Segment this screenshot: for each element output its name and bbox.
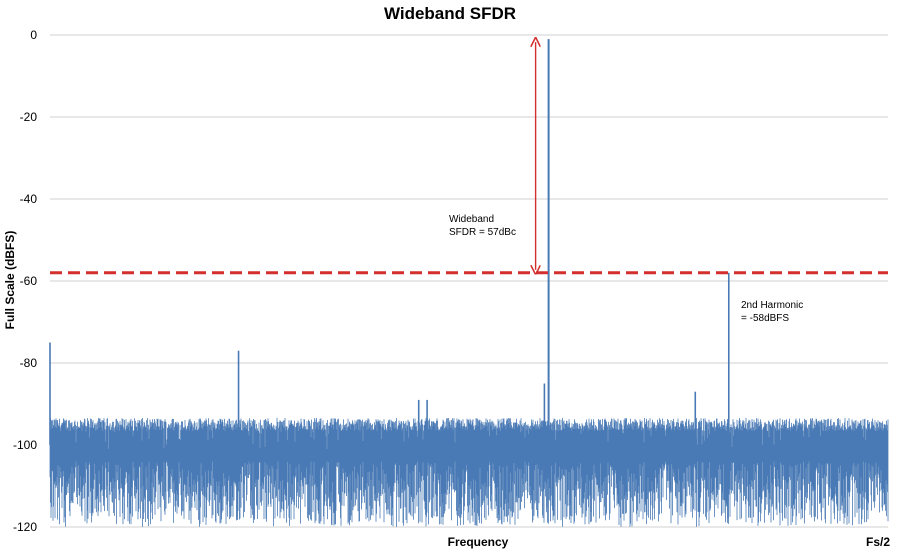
y-tick-label: 0 xyxy=(30,28,37,42)
harmonic-annotation-line-2: = -58dBFS xyxy=(741,313,789,324)
y-tick-label: -40 xyxy=(20,192,38,206)
sfdr-annotation: Wideband SFDR = 57dBc xyxy=(449,214,516,238)
y-axis-title: Full Scale (dBFS) xyxy=(3,231,17,330)
y-tick-labels: 0 -20 -40 -60 -80 -100 -120 xyxy=(13,28,37,534)
y-tick-label: -60 xyxy=(20,274,38,288)
y-tick-label: -20 xyxy=(20,110,38,124)
sfdr-annotation-line-2: SFDR = 57dBc xyxy=(449,227,516,238)
noise-floor xyxy=(49,417,889,527)
spectral-peaks xyxy=(49,39,730,445)
chart-title: Wideband SFDR xyxy=(384,4,516,23)
y-tick-label: -80 xyxy=(20,356,38,370)
spectrum-trace xyxy=(49,417,889,527)
y-tick-label: -120 xyxy=(13,520,37,534)
x-axis-end-label: Fs/2 xyxy=(866,535,890,549)
x-axis-title: Frequency xyxy=(448,535,509,549)
y-tick-label: -100 xyxy=(13,438,37,452)
harmonic-annotation: 2nd Harmonic = -58dBFS xyxy=(741,300,806,324)
harmonic-annotation-line-1: 2nd Harmonic xyxy=(741,300,803,311)
sfdr-annotation-line-1: Wideband xyxy=(449,214,494,225)
